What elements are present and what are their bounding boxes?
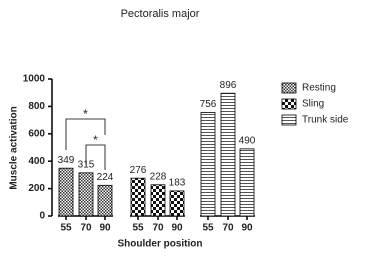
x-tick-label: 55	[202, 223, 214, 234]
y-tick-label: 600	[28, 128, 45, 139]
bar	[78, 172, 94, 217]
x-tick-label: 90	[171, 223, 183, 234]
y-tick-label: 1000	[23, 74, 46, 85]
significance-bracket	[85, 144, 106, 170]
bar	[130, 177, 146, 217]
y-tick-label: 0	[39, 211, 45, 222]
bar	[239, 148, 255, 217]
y-tick-label: 800	[28, 101, 45, 112]
bar	[220, 92, 236, 217]
value-label: 490	[239, 136, 256, 147]
value-label: 224	[97, 172, 114, 183]
value-label: 276	[130, 165, 147, 176]
x-tick-label: 55	[132, 223, 144, 234]
value-label: 756	[200, 99, 217, 110]
x-tick-label: 55	[60, 223, 72, 234]
bar	[97, 184, 113, 217]
bar	[200, 112, 216, 217]
legend-swatch	[281, 82, 297, 94]
legend-swatch	[281, 98, 297, 110]
y-tick-label: 400	[28, 156, 45, 167]
x-tick-label: 70	[222, 223, 234, 234]
legend-label: Resting	[302, 83, 336, 94]
annotation: *	[83, 107, 88, 121]
x-tick-label: 90	[241, 223, 253, 234]
value-label: 183	[169, 178, 186, 189]
chart-title: Pectoralis major	[121, 8, 200, 20]
x-tick-label: 70	[80, 223, 92, 234]
value-label: 228	[150, 171, 167, 182]
legend-label: Trunk side	[302, 115, 349, 126]
bar	[169, 190, 185, 217]
legend-label: Sling	[302, 99, 324, 110]
legend-swatch	[281, 114, 297, 126]
significance-bracket	[65, 118, 106, 150]
x-tick-label: 70	[152, 223, 164, 234]
y-axis-title: Muscle activation	[9, 106, 20, 189]
value-label: 349	[58, 155, 75, 166]
value-label: 896	[220, 80, 237, 91]
y-tick-label: 200	[28, 183, 45, 194]
annotation: *	[93, 133, 98, 147]
bar	[150, 184, 166, 217]
x-tick-label: 90	[99, 223, 111, 234]
bar	[58, 167, 74, 217]
x-axis-title: Shoulder position	[118, 239, 203, 250]
